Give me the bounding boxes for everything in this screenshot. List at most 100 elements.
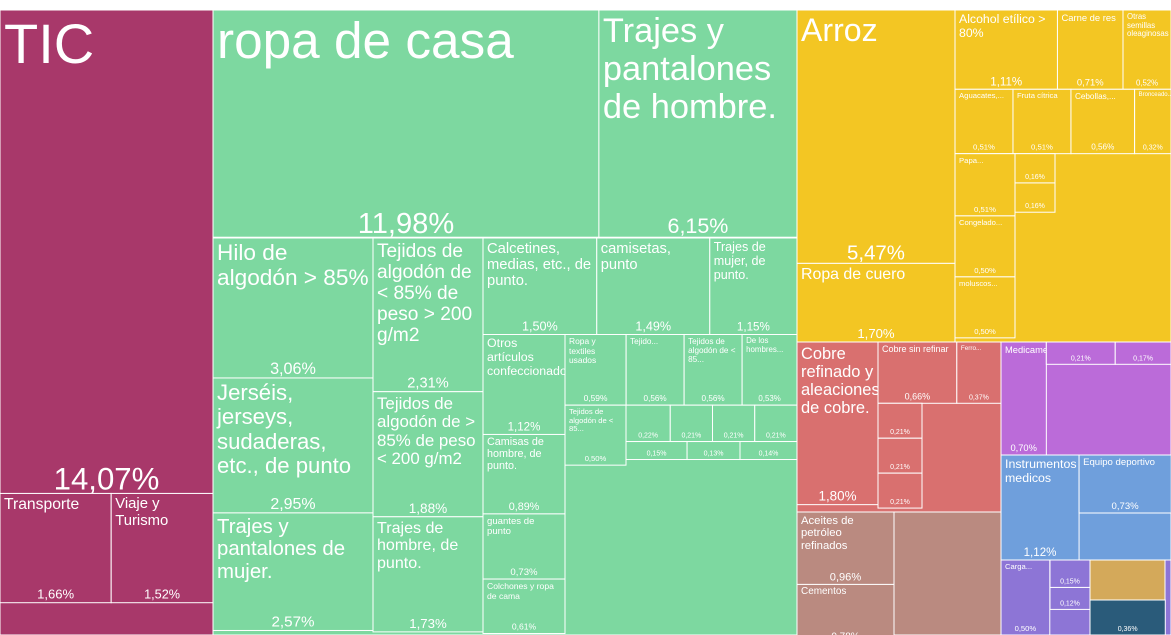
cell <box>754 404 798 443</box>
value-label: 0,21% <box>681 433 701 440</box>
value-label: 1,49% <box>635 319 671 333</box>
cell <box>1012 88 1072 155</box>
cell-label-box: guantes de punto <box>487 515 535 538</box>
value-label: 0,53% <box>758 394 780 403</box>
cell <box>683 333 743 406</box>
value-label: 0,89% <box>509 501 540 513</box>
cell <box>372 516 484 633</box>
cell <box>877 341 958 404</box>
cell-label-box: Arroz <box>801 12 878 47</box>
value-label: 0,17% <box>1133 355 1153 362</box>
cell-label-box: Equipo deportivo <box>1083 457 1155 468</box>
cell <box>877 472 923 509</box>
cell-label: Carne de res <box>1061 12 1116 23</box>
cell-label-box: Ferro... <box>961 345 982 352</box>
cell-label: camisetas, punto <box>600 241 671 274</box>
cell-label: De los hombres... <box>746 336 784 355</box>
value-label: 1,66% <box>37 587 74 602</box>
value-label: 0,22% <box>638 433 658 440</box>
cell-label-box: Tejido... <box>630 337 658 346</box>
cell <box>1000 559 1051 635</box>
value-label: 0,59% <box>584 393 608 403</box>
cell-label-box: camisetas, punto <box>600 241 671 274</box>
cell-label: TIC <box>4 12 95 75</box>
cell <box>956 341 1002 404</box>
value-label: 0,61% <box>512 621 537 631</box>
value-label: 0,21% <box>890 499 910 506</box>
cell-label: Equipo deportivo <box>1083 457 1155 468</box>
cell <box>741 333 798 406</box>
value-label: 1,11% <box>990 76 1022 88</box>
cell-label-box: Tejidos de algodón de < 85... <box>688 337 735 364</box>
value-label: 1,88% <box>409 501 448 516</box>
value-label: 0,51% <box>974 205 996 214</box>
cell <box>796 341 879 506</box>
cell-label: Instrumentos medicos <box>1005 457 1077 485</box>
cell-label-box: Camisas de hombre, de punto. <box>487 436 544 473</box>
cell-label: Hilo de algodón > 85% <box>217 240 369 290</box>
cell-label: Camisas de hombre, de punto. <box>487 436 544 473</box>
cell-label: guantes de punto <box>487 515 535 538</box>
value-label: 0,21% <box>724 433 744 440</box>
cell <box>877 402 923 439</box>
value-label: 1,12% <box>1024 547 1057 559</box>
cell <box>212 512 374 631</box>
cell-label: Jerséis, jerseys, sudaderas, etc., de pu… <box>217 379 352 478</box>
cell-label-box: Fruta cítrica <box>1016 91 1058 101</box>
value-label: 0,15% <box>1060 578 1080 585</box>
cell-label-box: Calcetines, medias, etc., de punto. <box>487 241 592 290</box>
cell <box>212 377 374 514</box>
cell-label-box: Congelado... <box>959 218 1002 226</box>
cell-label-box: Tejidos de algodón de < 85... <box>569 407 613 432</box>
cell-label-box: Cobre refinado y aleaciones de cobre. <box>801 345 878 417</box>
cell-label-box: Alcohol etílico > 80% <box>959 12 1045 39</box>
cell-label-box: De los hombres... <box>746 336 784 355</box>
cell-label: ropa de casa <box>217 12 514 69</box>
value-label: 0,50% <box>974 327 996 336</box>
value-label: 6,15% <box>668 214 729 238</box>
cell <box>212 9 600 238</box>
value-label: 0,71% <box>1077 76 1104 87</box>
cell-label-box: Colchones y ropa de cama <box>487 581 554 600</box>
cell-label: Medicamento... <box>1005 345 1047 355</box>
cell <box>1070 88 1136 155</box>
cell-label: Trajes y pantalones de hombre. <box>602 12 777 126</box>
cell-label-box: Ropa y textiles usados <box>569 337 596 365</box>
cell <box>1049 586 1091 610</box>
cell-label-box: TIC <box>4 12 95 75</box>
value-label: 0,66% <box>905 391 931 401</box>
cell-label-box: Transporte <box>4 496 79 513</box>
cell-label: Fruta cítrica <box>1016 91 1058 101</box>
value-label: 0,21% <box>766 433 786 440</box>
value-label: 14,07% <box>54 461 160 496</box>
value-label: 2,31% <box>407 376 448 392</box>
cell <box>596 237 711 335</box>
value-label: 5,47% <box>847 242 905 264</box>
cell-label-box: Carga... <box>1005 562 1032 570</box>
cell-label: Trajes de hombre, de punto. <box>377 518 459 573</box>
value-label: 0,51% <box>973 143 995 152</box>
value-label: 0,70% <box>1010 443 1036 453</box>
value-label: 0,13% <box>704 451 724 458</box>
cell-label-box: Trajes de hombre, de punto. <box>377 518 459 573</box>
cell-label-box: Hilo de algodón > 85% <box>217 240 369 290</box>
cell <box>0 492 112 604</box>
cell <box>796 583 895 635</box>
value-label: 0,50% <box>974 266 996 275</box>
value-label: 1,12% <box>508 421 541 433</box>
cell-label: Calcetines, medias, etc., de punto. <box>487 241 592 290</box>
cell-label-box: Medicamento... <box>1005 345 1047 355</box>
cell-label: moluscos... <box>959 278 998 288</box>
value-label: 1,73% <box>409 616 447 631</box>
cell-label: Aceites de petróleo refinados <box>801 515 854 552</box>
value-label: 0,14% <box>759 451 779 458</box>
cell <box>1134 88 1171 155</box>
cell-label-box: Instrumentos medicos <box>1005 457 1077 485</box>
cell <box>482 578 566 634</box>
cell-label-box: Papa... <box>959 156 983 165</box>
cell-label: Aguacates,... <box>959 91 1005 101</box>
value-label: 0,15% <box>647 451 667 458</box>
cell-label-box: Otros artículos confeccionados <box>487 337 565 378</box>
cell-label-box: Cobre sin refinar <box>882 344 949 354</box>
